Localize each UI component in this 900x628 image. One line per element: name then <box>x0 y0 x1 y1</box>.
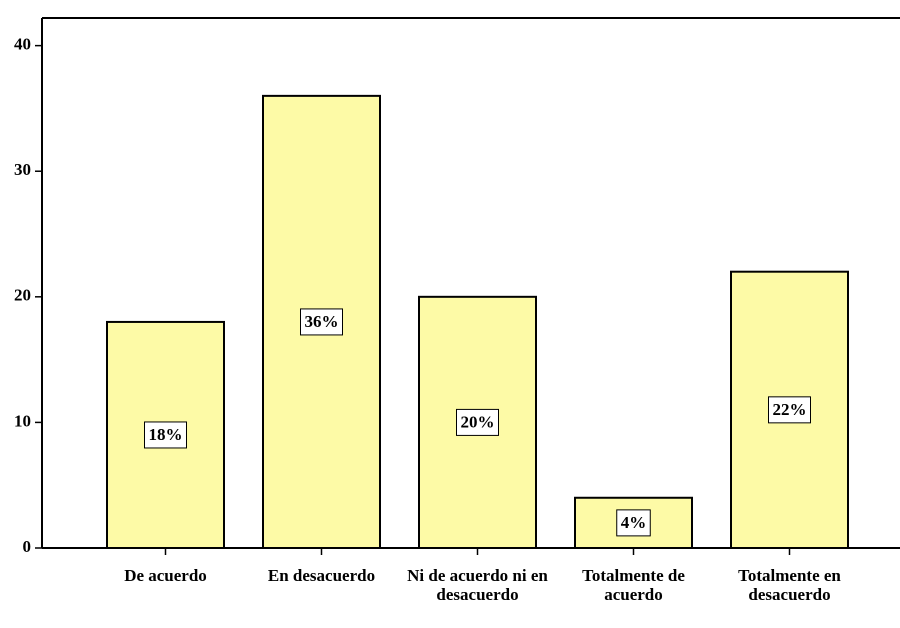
value-label-box <box>456 408 499 436</box>
value-label: 36% <box>305 312 339 331</box>
y-tick-label: 30 <box>14 160 31 179</box>
value-label-box <box>144 421 187 449</box>
x-tick-label: Totalmente en desacuerdo <box>738 566 841 604</box>
y-tick-label: 0 <box>23 537 32 556</box>
y-tick-label: 10 <box>14 411 31 430</box>
value-label: 18% <box>149 425 183 444</box>
y-tick-label: 20 <box>14 286 31 305</box>
value-label-box <box>768 396 811 424</box>
x-tick-label: En desacuerdo <box>267 566 376 585</box>
value-label: 22% <box>773 400 807 419</box>
x-tick-label: Ni de acuerdo ni en desacuerdo <box>407 566 548 604</box>
value-label: 4% <box>621 513 647 532</box>
value-label: 20% <box>461 412 495 431</box>
x-tick-label: De acuerdo <box>124 566 207 585</box>
x-tick-label: Totalmente de acuerdo <box>582 566 685 604</box>
bar <box>106 320 225 549</box>
value-label-box <box>300 308 343 336</box>
value-label-box <box>616 509 651 537</box>
y-tick-label: 40 <box>14 35 31 54</box>
